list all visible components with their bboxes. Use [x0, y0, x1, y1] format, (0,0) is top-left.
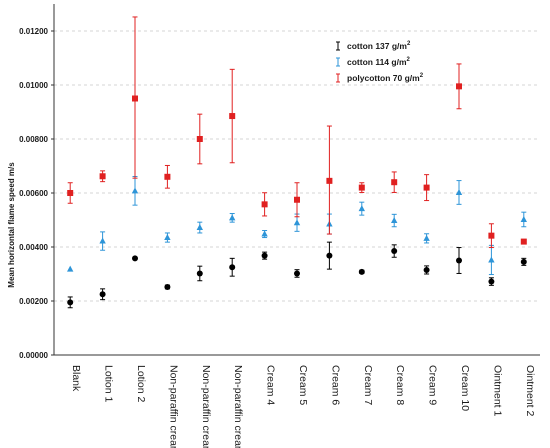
data-point-triangle [99, 237, 106, 244]
data-point-circle [358, 268, 365, 275]
y-tick-label: 0.00000 [19, 351, 48, 360]
data-point-triangle [229, 214, 236, 221]
x-tick-label: Cream 10 [459, 365, 471, 411]
data-point-square [99, 173, 106, 180]
data-point-triangle [131, 187, 139, 194]
data-point-triangle [423, 234, 430, 241]
data-point-circle [196, 270, 203, 277]
data-point-square [326, 177, 333, 184]
data-point-circle [229, 264, 236, 271]
data-point-triangle [293, 219, 301, 226]
data-point-square [67, 190, 74, 196]
y-tick-label: 0.01200 [19, 27, 48, 36]
data-marks [67, 16, 527, 309]
y-tick-label: 0.00600 [19, 189, 48, 198]
y-axis-label: Mean horizontal flame speed m/s [7, 162, 16, 288]
data-point-square [456, 83, 462, 90]
x-tick-label: Blank [70, 365, 82, 392]
data-point-triangle [455, 188, 463, 195]
data-point-square [391, 179, 398, 186]
y-tick-label: 0.00200 [19, 297, 48, 306]
legend: cotton 137 g/m2 cotton 114 g/m2 polycotton… [336, 41, 424, 83]
data-point-triangle [358, 205, 365, 212]
y-tick-labels: 0.00000 0.00200 0.00400 0.00600 0.00800 0.010… [19, 27, 48, 360]
data-point-square [164, 173, 171, 180]
legend-label: cotton 114 g/m2 [347, 57, 411, 67]
x-tick-label: Cream 8 [394, 365, 406, 405]
data-point-triangle [196, 224, 203, 231]
x-tick-label: Ointment 2 [524, 365, 536, 417]
data-point-circle [326, 252, 333, 259]
x-tick-label: Cream 6 [329, 365, 341, 405]
data-point-square [132, 95, 138, 102]
data-point-square [488, 232, 495, 239]
data-point-triangle [391, 217, 398, 224]
gridlines [54, 30, 540, 302]
x-tick-label: Cream 9 [427, 365, 439, 405]
data-point-triangle [261, 230, 268, 237]
data-point-triangle [520, 215, 527, 222]
data-point-circle [164, 283, 171, 290]
data-point-square [520, 238, 527, 245]
x-tick-label: Lotion 2 [135, 365, 147, 403]
data-point-square [294, 196, 300, 203]
x-tick-label: Cream 5 [297, 365, 309, 405]
x-tick-label: Non-paraffin cream 3 [232, 365, 244, 448]
x-tick-label: Cream 4 [265, 365, 277, 405]
data-point-circle [520, 258, 527, 265]
data-point-circle [294, 270, 300, 277]
data-point-triangle [164, 234, 171, 241]
x-tick-labels: Blank Lotion 1 Lotion 2 Non-paraffin cream … [70, 365, 536, 448]
data-point-circle [261, 252, 268, 259]
data-point-circle [132, 255, 138, 262]
data-point-triangle [67, 265, 74, 272]
x-tick-label: Non-paraffin cream 1 [167, 365, 179, 448]
y-tick-label: 0.01000 [19, 81, 48, 90]
data-point-square [423, 184, 430, 191]
y-tick-label: 0.00800 [19, 135, 48, 144]
data-point-circle [99, 291, 106, 298]
data-point-square [358, 184, 365, 191]
data-point-circle [67, 299, 74, 306]
legend-label: polycotton 70 g/m2 [347, 73, 424, 83]
x-tick-label: Cream 7 [362, 365, 374, 405]
data-point-square [229, 113, 236, 120]
data-point-circle [423, 266, 430, 273]
y-tick-label: 0.00400 [19, 243, 48, 252]
axes [51, 4, 540, 356]
data-point-circle [488, 278, 495, 285]
x-tick-label: Lotion 1 [103, 365, 115, 403]
data-point-square [261, 201, 268, 208]
data-point-circle [391, 248, 398, 255]
x-tick-label: Non-paraffin cream 2 [200, 365, 212, 448]
legend-label: cotton 137 g/m2 [347, 41, 411, 51]
data-point-triangle [488, 256, 495, 263]
data-point-square [196, 136, 203, 142]
x-tick-label: Ointment 1 [491, 365, 503, 417]
data-point-circle [456, 257, 462, 264]
